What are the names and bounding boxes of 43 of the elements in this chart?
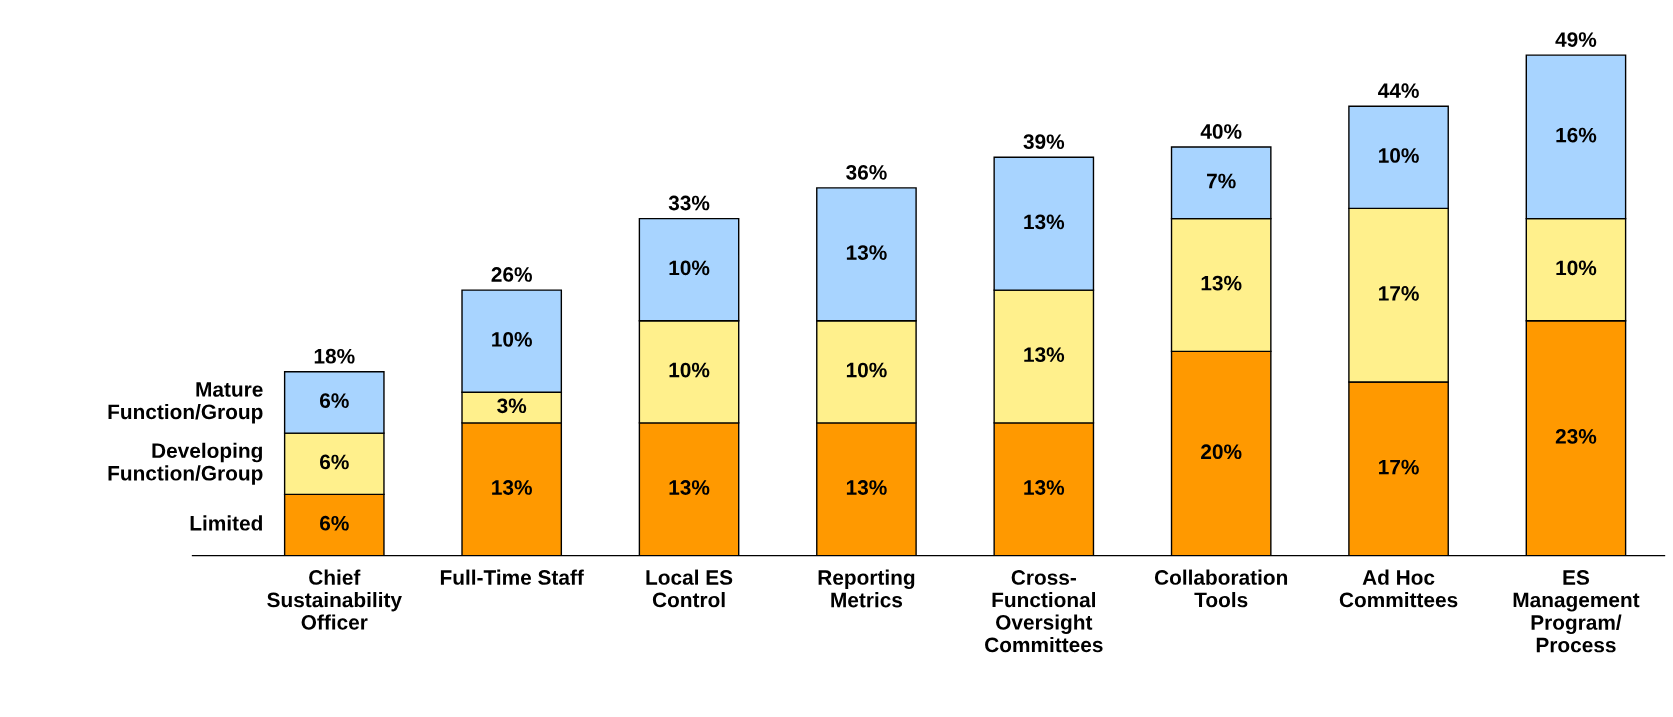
data-label: 7% [1207,173,1236,189]
series-label: Mature Function/Group [108,382,263,424]
data-label: 6% [320,454,349,470]
x-tick-label: Chief Sustainability Officer [267,569,402,630]
total-label: 40% [1200,124,1242,139]
total-label: 26% [491,267,532,282]
data-label: 13% [492,480,532,495]
x-tick-label: Ad Hoc Committees [1339,569,1458,608]
x-tick-label: Cross- Functional Oversight Committees [985,570,1103,653]
total-label: 36% [846,164,887,180]
x-tick-label: Local ES Control [646,569,733,608]
data-label: 10% [1556,260,1597,276]
data-label: 10% [669,260,710,276]
data-label: 10% [492,331,532,347]
data-label: 16% [1556,127,1597,143]
total-label: 49% [1555,32,1597,47]
x-tick-label: Full-Time Staff [440,569,584,585]
data-label: 13% [1024,480,1065,495]
data-label: 10% [1379,148,1419,163]
data-label: 20% [1201,444,1242,460]
data-label: 23% [1555,429,1597,444]
data-label: 6% [320,515,349,531]
total-label: 39% [1023,134,1065,150]
data-label: 13% [1024,347,1065,363]
data-label: 6% [320,393,349,409]
data-label: 10% [846,362,887,378]
data-label: 17% [1379,459,1419,475]
x-tick-label: ES Management Program/ Process [1513,570,1640,653]
total-label: 44% [1378,83,1419,98]
data-label: 3% [497,398,527,414]
x-tick-label: Collaboration Tools [1154,569,1288,608]
x-tick-label: Reporting Metrics [818,569,915,608]
data-label: 17% [1379,286,1419,301]
total-label: 18% [314,348,355,364]
series-label: Limited [190,515,262,531]
data-label: 13% [1024,214,1065,230]
series-label: Developing Function/Group [108,442,263,485]
data-label: 13% [846,245,887,260]
data-label: 10% [669,362,710,378]
total-label: 33% [668,195,710,211]
data-label: 13% [846,480,887,495]
data-label: 13% [669,480,710,495]
data-label: 13% [1201,275,1242,291]
